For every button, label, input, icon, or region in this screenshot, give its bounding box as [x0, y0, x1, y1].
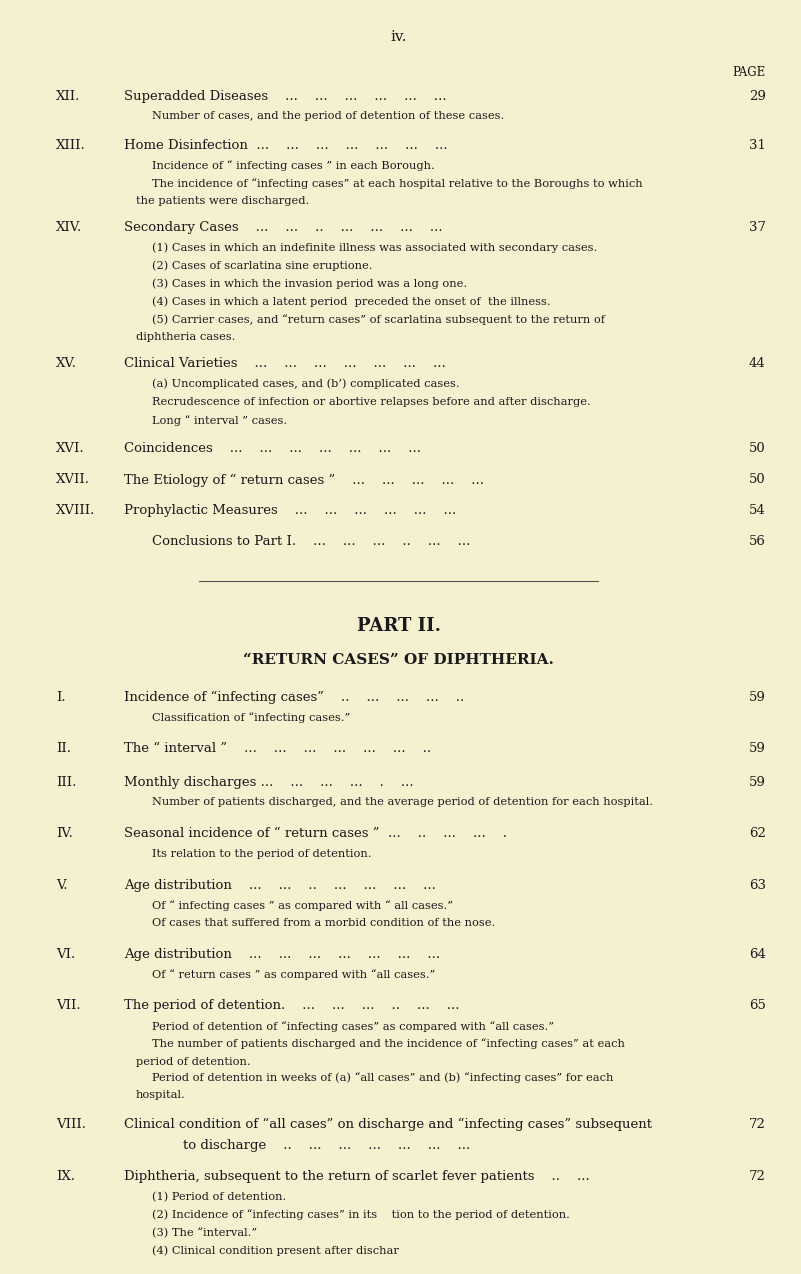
Text: (1) Period of detention.: (1) Period of detention. [151, 1191, 286, 1201]
Text: 50: 50 [749, 474, 766, 487]
Text: II.: II. [56, 743, 70, 755]
Text: (4) Clinical condition present after dischar: (4) Clinical condition present after dis… [151, 1246, 398, 1256]
Text: Of “ infecting cases ” as compared with “ all cases.”: Of “ infecting cases ” as compared with … [151, 899, 453, 911]
Text: Prophylactic Measures    ...    ...    ...    ...    ...    ...: Prophylactic Measures ... ... ... ... ..… [123, 505, 456, 517]
Text: 56: 56 [749, 535, 766, 549]
Text: I.: I. [56, 691, 66, 703]
Text: 72: 72 [749, 1171, 766, 1184]
Text: 29: 29 [749, 89, 766, 103]
Text: (3) Cases in which the invasion period was a long one.: (3) Cases in which the invasion period w… [151, 279, 467, 289]
Text: Recrudescence of infection or abortive relapses before and after discharge.: Recrudescence of infection or abortive r… [151, 396, 590, 406]
Text: V.: V. [56, 879, 67, 892]
Text: XV.: XV. [56, 358, 77, 371]
Text: Clinical condition of “all cases” on discharge and “infecting cases” subsequent: Clinical condition of “all cases” on dis… [123, 1117, 652, 1131]
Text: Diphtheria, subsequent to the return of scarlet fever patients    ..    ...: Diphtheria, subsequent to the return of … [123, 1171, 590, 1184]
Text: Number of patients discharged, and the average period of detention for each hosp: Number of patients discharged, and the a… [151, 798, 653, 808]
Text: Secondary Cases    ...    ...    ..    ...    ...    ...    ...: Secondary Cases ... ... .. ... ... ... .… [123, 222, 442, 234]
Text: 31: 31 [749, 139, 766, 152]
Text: VIII.: VIII. [56, 1117, 86, 1130]
Text: Of cases that suffered from a morbid condition of the nose.: Of cases that suffered from a morbid con… [151, 919, 495, 927]
Text: (a) Uncomplicated cases, and (b’) complicated cases.: (a) Uncomplicated cases, and (b’) compli… [151, 378, 459, 390]
Text: (1) Cases in which an indefinite illness was associated with secondary cases.: (1) Cases in which an indefinite illness… [151, 242, 597, 254]
Text: 54: 54 [749, 505, 766, 517]
Text: (4) Cases in which a latent period  preceded the onset of  the illness.: (4) Cases in which a latent period prece… [151, 297, 550, 307]
Text: Period of detention in weeks of (a) “all cases” and (b) “infecting cases” for ea: Period of detention in weeks of (a) “all… [151, 1073, 613, 1083]
Text: 44: 44 [749, 358, 766, 371]
Text: PART II.: PART II. [356, 617, 441, 634]
Text: “RETURN CASES” OF DIPHTHERIA.: “RETURN CASES” OF DIPHTHERIA. [244, 652, 554, 666]
Text: 59: 59 [749, 743, 766, 755]
Text: 59: 59 [749, 776, 766, 789]
Text: The number of patients discharged and the incidence of “infecting cases” at each: The number of patients discharged and th… [151, 1038, 625, 1050]
Text: Seasonal incidence of “ return cases ”  ...    ..    ...    ...    .: Seasonal incidence of “ return cases ” .… [123, 827, 506, 840]
Text: Number of cases, and the period of detention of these cases.: Number of cases, and the period of deten… [151, 111, 504, 121]
Text: 65: 65 [749, 999, 766, 1013]
Text: to discharge    ..    ...    ...    ...    ...    ...    ...: to discharge .. ... ... ... ... ... ... [183, 1139, 471, 1152]
Text: The “ interval ”    ...    ...    ...    ...    ...    ...    ..: The “ interval ” ... ... ... ... ... ...… [123, 743, 431, 755]
Text: III.: III. [56, 776, 76, 789]
Text: Incidence of “ infecting cases ” in each Borough.: Incidence of “ infecting cases ” in each… [151, 161, 434, 171]
Text: period of detention.: period of detention. [135, 1056, 250, 1066]
Text: iv.: iv. [391, 29, 407, 43]
Text: 63: 63 [749, 879, 766, 892]
Text: IV.: IV. [56, 827, 73, 840]
Text: PAGE: PAGE [732, 66, 766, 79]
Text: Incidence of “infecting cases”    ..    ...    ...    ...    ..: Incidence of “infecting cases” .. ... ..… [123, 691, 464, 705]
Text: Age distribution    ...    ...    ..    ...    ...    ...    ...: Age distribution ... ... .. ... ... ... … [123, 879, 436, 892]
Text: Clinical Varieties    ...    ...    ...    ...    ...    ...    ...: Clinical Varieties ... ... ... ... ... .… [123, 358, 445, 371]
Text: Of “ return cases ” as compared with “all cases.”: Of “ return cases ” as compared with “al… [151, 970, 435, 980]
Text: Monthly discharges ...    ...    ...    ...    .    ...: Monthly discharges ... ... ... ... . ... [123, 776, 413, 789]
Text: Coincidences    ...    ...    ...    ...    ...    ...    ...: Coincidences ... ... ... ... ... ... ... [123, 442, 421, 455]
Text: IX.: IX. [56, 1171, 74, 1184]
Text: VII.: VII. [56, 999, 80, 1013]
Text: XVII.: XVII. [56, 474, 90, 487]
Text: (2) Incidence of “infecting cases” in its    tion to the period of detention.: (2) Incidence of “infecting cases” in it… [151, 1209, 570, 1220]
Text: 64: 64 [749, 948, 766, 961]
Text: VI.: VI. [56, 948, 75, 961]
Text: Its relation to the period of detention.: Its relation to the period of detention. [151, 848, 371, 859]
Text: Classification of “infecting cases.”: Classification of “infecting cases.” [151, 712, 350, 724]
Text: Home Disinfection  ...    ...    ...    ...    ...    ...    ...: Home Disinfection ... ... ... ... ... ..… [123, 139, 447, 152]
Text: hospital.: hospital. [135, 1091, 185, 1099]
Text: (2) Cases of scarlatina sine eruptione.: (2) Cases of scarlatina sine eruptione. [151, 261, 372, 271]
Text: 72: 72 [749, 1117, 766, 1130]
Text: 59: 59 [749, 691, 766, 703]
Text: 62: 62 [749, 827, 766, 840]
Text: XII.: XII. [56, 89, 80, 103]
Text: the patients were discharged.: the patients were discharged. [135, 196, 309, 206]
Text: (3) The “interval.”: (3) The “interval.” [151, 1228, 256, 1238]
Text: diphtheria cases.: diphtheria cases. [135, 333, 235, 343]
Text: Conclusions to Part I.    ...    ...    ...    ..    ...    ...: Conclusions to Part I. ... ... ... .. ..… [151, 535, 470, 549]
Text: XIII.: XIII. [56, 139, 86, 152]
Text: The incidence of “infecting cases” at each hospital relative to the Boroughs to : The incidence of “infecting cases” at ea… [151, 178, 642, 189]
Text: XVIII.: XVIII. [56, 505, 95, 517]
Text: Long “ interval ” cases.: Long “ interval ” cases. [151, 415, 287, 426]
Text: Period of detention of “infecting cases” as compared with “all cases.”: Period of detention of “infecting cases”… [151, 1020, 553, 1032]
Text: XIV.: XIV. [56, 222, 82, 234]
Text: Age distribution    ...    ...    ...    ...    ...    ...    ...: Age distribution ... ... ... ... ... ...… [123, 948, 440, 961]
Text: The period of detention.    ...    ...    ...    ..    ...    ...: The period of detention. ... ... ... .. … [123, 999, 459, 1013]
Text: 50: 50 [749, 442, 766, 455]
Text: Superadded Diseases    ...    ...    ...    ...    ...    ...: Superadded Diseases ... ... ... ... ... … [123, 89, 446, 103]
Text: 37: 37 [749, 222, 766, 234]
Text: The Etiology of “ return cases ”    ...    ...    ...    ...    ...: The Etiology of “ return cases ” ... ...… [123, 474, 484, 487]
Text: XVI.: XVI. [56, 442, 84, 455]
Text: (5) Carrier cases, and “return cases” of scarlatina subsequent to the return of: (5) Carrier cases, and “return cases” of… [151, 315, 605, 325]
